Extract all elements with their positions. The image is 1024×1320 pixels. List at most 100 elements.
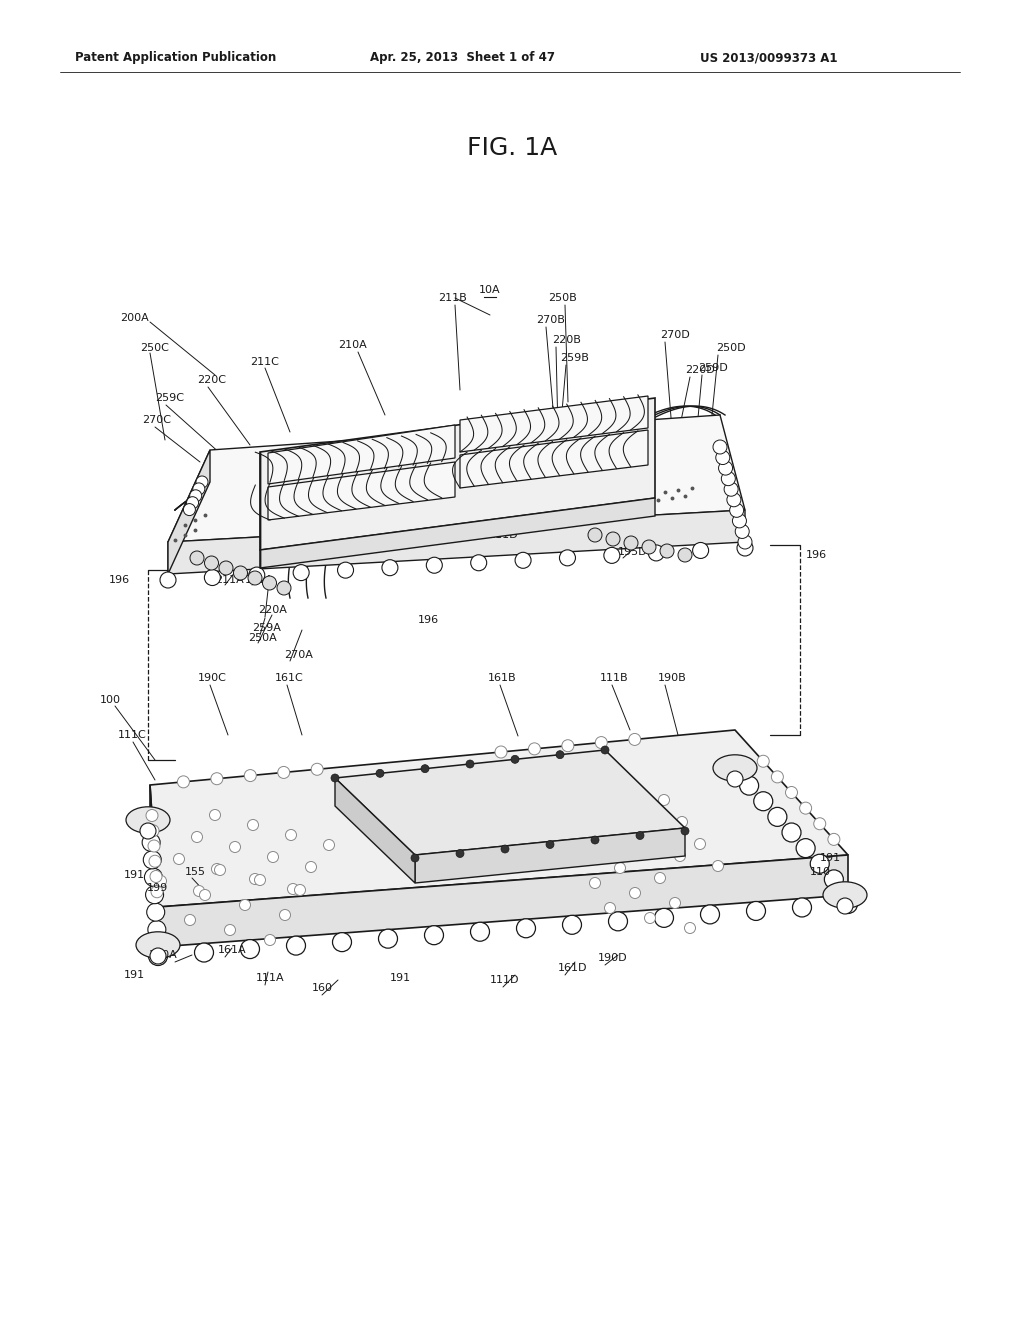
Text: 250B: 250B: [548, 293, 577, 304]
Circle shape: [590, 878, 600, 888]
Circle shape: [700, 906, 720, 924]
Text: Patent Application Publication: Patent Application Publication: [75, 51, 276, 65]
Circle shape: [146, 809, 158, 821]
Circle shape: [173, 854, 184, 865]
Circle shape: [624, 536, 638, 550]
Polygon shape: [335, 750, 685, 855]
Circle shape: [379, 929, 397, 948]
Circle shape: [338, 562, 353, 578]
Text: 191: 191: [124, 970, 145, 979]
Circle shape: [675, 850, 685, 862]
Circle shape: [839, 886, 857, 904]
Circle shape: [721, 471, 735, 486]
Circle shape: [212, 863, 222, 874]
Circle shape: [141, 816, 159, 834]
Circle shape: [588, 528, 602, 543]
Polygon shape: [168, 414, 745, 543]
Circle shape: [278, 581, 291, 595]
Text: 250C: 250C: [140, 343, 169, 352]
Circle shape: [293, 565, 309, 581]
Circle shape: [824, 870, 844, 888]
Circle shape: [545, 764, 555, 776]
Text: 250A: 250A: [248, 634, 276, 643]
Circle shape: [515, 552, 531, 569]
Ellipse shape: [823, 882, 867, 908]
Circle shape: [785, 787, 798, 799]
Circle shape: [160, 572, 176, 587]
Text: 211C: 211C: [250, 356, 279, 367]
Circle shape: [606, 532, 620, 546]
Circle shape: [140, 822, 156, 840]
Circle shape: [591, 836, 599, 843]
Circle shape: [177, 776, 189, 788]
Circle shape: [727, 771, 743, 787]
Circle shape: [324, 840, 335, 850]
Polygon shape: [460, 396, 648, 451]
Text: 10A: 10A: [479, 285, 501, 294]
Circle shape: [648, 545, 665, 561]
Circle shape: [511, 755, 519, 763]
Text: 211B: 211B: [438, 293, 467, 304]
Circle shape: [224, 924, 236, 936]
Circle shape: [758, 755, 769, 767]
Circle shape: [411, 854, 419, 862]
Circle shape: [229, 842, 241, 853]
Circle shape: [739, 776, 759, 795]
Text: 259C: 259C: [155, 393, 184, 403]
Circle shape: [248, 572, 262, 585]
Text: 161A: 161A: [218, 945, 247, 954]
Circle shape: [660, 544, 674, 558]
Circle shape: [280, 909, 291, 920]
Circle shape: [644, 912, 655, 924]
Circle shape: [600, 796, 611, 808]
Circle shape: [678, 548, 692, 562]
Circle shape: [562, 915, 582, 935]
Text: 250D: 250D: [716, 343, 745, 352]
Circle shape: [248, 820, 258, 830]
Text: 191: 191: [820, 853, 841, 863]
Polygon shape: [268, 425, 455, 484]
Circle shape: [737, 540, 753, 556]
Circle shape: [262, 576, 276, 590]
Circle shape: [184, 915, 196, 925]
Text: 155: 155: [185, 867, 206, 876]
Circle shape: [595, 737, 607, 748]
Circle shape: [183, 504, 196, 516]
Circle shape: [200, 890, 211, 900]
Circle shape: [144, 869, 163, 886]
Text: US 2013/0099373 A1: US 2013/0099373 A1: [700, 51, 838, 65]
Text: 220B: 220B: [552, 335, 581, 345]
Ellipse shape: [126, 807, 170, 833]
Circle shape: [654, 908, 674, 928]
Circle shape: [630, 887, 640, 899]
Text: 259D: 259D: [698, 363, 728, 374]
Circle shape: [219, 561, 233, 576]
Circle shape: [608, 912, 628, 931]
Circle shape: [754, 792, 773, 810]
Polygon shape: [260, 498, 655, 568]
Circle shape: [501, 845, 509, 853]
Ellipse shape: [713, 755, 757, 781]
Circle shape: [604, 548, 620, 564]
Circle shape: [287, 936, 305, 956]
Text: 190C: 190C: [198, 673, 227, 682]
Circle shape: [793, 898, 811, 917]
Circle shape: [692, 543, 709, 558]
Circle shape: [614, 862, 626, 874]
Text: 160: 160: [312, 983, 333, 993]
Circle shape: [142, 833, 160, 851]
Circle shape: [305, 862, 316, 873]
Polygon shape: [260, 399, 655, 550]
Polygon shape: [158, 855, 848, 946]
Circle shape: [150, 939, 167, 956]
Circle shape: [654, 873, 666, 883]
Circle shape: [629, 734, 641, 746]
Circle shape: [240, 899, 251, 911]
Text: 259A: 259A: [252, 623, 281, 634]
Circle shape: [286, 829, 297, 841]
Circle shape: [562, 739, 573, 751]
Circle shape: [658, 795, 670, 805]
Text: 260C: 260C: [335, 450, 364, 459]
Circle shape: [470, 923, 489, 941]
Circle shape: [800, 803, 812, 814]
